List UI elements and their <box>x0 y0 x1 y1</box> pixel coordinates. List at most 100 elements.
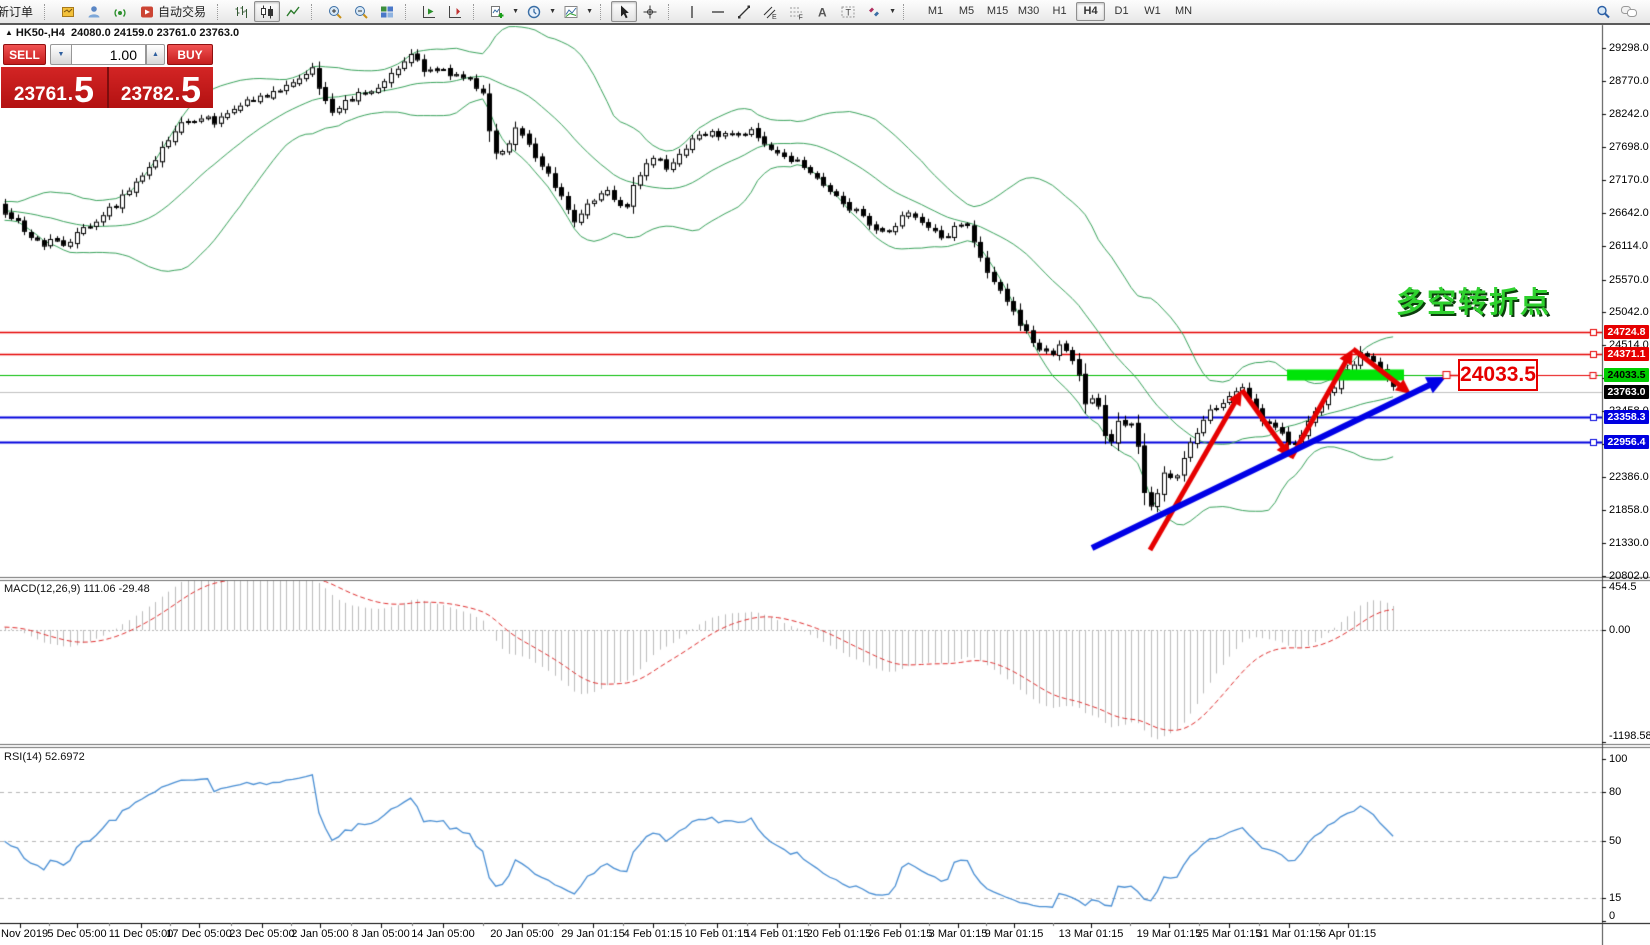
indicators-icon <box>563 4 579 20</box>
tile-windows-button[interactable] <box>374 1 400 22</box>
horizontal-line-icon <box>710 4 726 20</box>
chart-shift-button[interactable] <box>442 1 468 22</box>
vertical-line-icon <box>684 4 700 20</box>
timeframe-mn-button[interactable]: MN <box>1174 5 1193 17</box>
svg-text:E: E <box>772 14 777 20</box>
time-tick-label: 25 Mar 01:15 <box>1196 928 1262 940</box>
candlestick-icon <box>259 4 275 20</box>
timeframe-m5-button[interactable]: M5 <box>958 5 975 17</box>
signal-broadcast-button[interactable] <box>107 1 133 22</box>
line-chart-button[interactable] <box>280 1 306 22</box>
community-button[interactable] <box>81 1 107 22</box>
bar-chart-icon <box>233 4 249 20</box>
timeframe-w1-button[interactable]: W1 <box>1144 5 1161 17</box>
indicators-button[interactable] <box>558 1 584 22</box>
text-label-button[interactable]: T <box>835 1 861 22</box>
price-tick-label: 26114.0 <box>1609 239 1648 252</box>
trendline-button[interactable] <box>731 1 757 22</box>
time-tick-label: 14 Jan 05:00 <box>411 928 475 940</box>
price-tick-label: 27698.0 <box>1609 141 1649 154</box>
toolbar-separator <box>217 3 224 20</box>
autotrading-button[interactable]: 自动交易 <box>133 1 212 22</box>
new-chart-icon <box>489 4 505 20</box>
autotrading-icon <box>139 4 155 20</box>
sell-price-pips: 5 <box>74 69 95 110</box>
horizontal-line-button[interactable] <box>705 1 731 22</box>
buy-price-int: 23782 <box>120 84 174 105</box>
crosshair-button[interactable] <box>637 1 663 22</box>
price-axis[interactable]: 29298.0 28770.0 28242.0 27698.0 27170.0 26642… <box>1602 25 1650 945</box>
search-button[interactable] <box>1590 1 1616 22</box>
search-icon <box>1595 4 1611 20</box>
timeframe-group: M1 M5 M15 M30 H1 H4 D1 W1 MN <box>920 2 1199 21</box>
equidistant-channel-button[interactable]: E <box>757 1 783 22</box>
zoom-in-button[interactable] <box>322 1 348 22</box>
time-tick-label: 11 Dec 05:00 <box>108 928 174 940</box>
volume-decrease-button[interactable]: ▼ <box>50 44 72 65</box>
time-tick-label: 17 Dec 05:00 <box>166 928 232 940</box>
periodicity-dropdown-arrow[interactable]: ▼ <box>549 8 556 15</box>
fibonacci-icon: F <box>788 4 804 20</box>
timeframe-m15-button[interactable]: M15 <box>986 5 1009 17</box>
time-tick-label: 26 Feb 01:15 <box>867 928 933 940</box>
timeframe-m30-button[interactable]: M30 <box>1017 5 1040 17</box>
tile-windows-icon <box>379 4 395 20</box>
price-axis-badge: 23763.0 <box>1604 384 1649 399</box>
zoom-out-button[interactable] <box>348 1 374 22</box>
fibonacci-button[interactable]: F <box>783 1 809 22</box>
symbol-period-label: HK50-,H4 <box>15 27 65 39</box>
arrows-tool-dropdown-arrow[interactable]: ▼ <box>889 8 896 15</box>
new-order-button[interactable]: 新订单 <box>0 1 39 22</box>
timeframe-m1-button[interactable]: M1 <box>927 5 944 17</box>
time-tick-label: 6 Apr 01:15 <box>1319 928 1377 940</box>
macd-tick-label: 454.5 <box>1609 580 1637 593</box>
svg-text:F: F <box>799 14 803 20</box>
one-click-trading-panel: SELL ▼ 1.00 ▲ BUY 23761 . 5 23782 . 5 <box>1 44 213 108</box>
price-tick-label: 26642.0 <box>1609 206 1649 219</box>
trendline-icon <box>736 4 752 20</box>
price-axis-badge: 23358.3 <box>1604 409 1649 424</box>
volume-input[interactable]: 1.00 <box>71 44 146 65</box>
broadcast-icon <box>112 4 128 20</box>
toolbar-separator <box>405 3 412 20</box>
auto-scroll-button[interactable] <box>416 1 442 22</box>
timeframe-d1-button[interactable]: D1 <box>1114 5 1129 17</box>
candlestick-chart-button[interactable] <box>254 1 281 22</box>
sell-price-display[interactable]: 23761 . 5 <box>1 67 107 108</box>
auto-scroll-icon <box>421 4 437 20</box>
time-tick-label: 2 Jan 05:00 <box>291 928 349 940</box>
time-tick-label: 14 Feb 01:15 <box>744 928 810 940</box>
price-callout-box[interactable]: 24033.5 <box>1458 359 1538 391</box>
timeframe-h4-button[interactable]: H4 <box>1076 2 1106 21</box>
symbol-marker-icon: ▲ <box>5 28 13 37</box>
sell-button[interactable]: SELL <box>3 44 46 65</box>
text-button[interactable]: A <box>809 1 835 22</box>
chart-ohlc-header: ▲ HK50-,H4 24080.0 24159.0 23761.0 23763.… <box>5 27 239 39</box>
new-chart-dropdown-arrow[interactable]: ▼ <box>512 8 519 15</box>
arrows-shapes-icon <box>866 4 882 20</box>
arrows-tool-button[interactable] <box>861 1 887 22</box>
ohlc-values: 24080.0 24159.0 23761.0 23763.0 <box>70 27 240 39</box>
chart-text-annotation[interactable]: 多空转折点 <box>1396 287 1552 319</box>
buy-button[interactable]: BUY <box>167 44 213 65</box>
text-a-icon: A <box>814 4 830 20</box>
buy-price-display[interactable]: 23782 . 5 <box>109 67 213 108</box>
rsi-tick-label: 80 <box>1609 785 1622 798</box>
volume-increase-button[interactable]: ▲ <box>146 44 165 65</box>
indicators-dropdown-arrow[interactable]: ▼ <box>586 8 593 15</box>
time-tick-label: 31 Mar 01:15 <box>1256 928 1322 940</box>
main-toolbar: 新订单 自动交易 ▼ ▼ <box>0 0 1650 25</box>
macd-signal-value: -29.48 <box>118 583 150 595</box>
svg-text:T: T <box>846 7 852 17</box>
timeframe-h1-button[interactable]: H1 <box>1052 5 1067 17</box>
bar-chart-button[interactable] <box>228 1 254 22</box>
chat-button[interactable] <box>1616 1 1642 22</box>
metaeditor-button[interactable] <box>55 1 81 22</box>
periodicity-button[interactable] <box>521 1 547 22</box>
new-chart-button[interactable] <box>484 1 510 22</box>
vertical-line-button[interactable] <box>679 1 705 22</box>
time-tick-label: 20 Feb 01:15 <box>806 928 872 940</box>
cursor-button[interactable] <box>611 1 638 22</box>
